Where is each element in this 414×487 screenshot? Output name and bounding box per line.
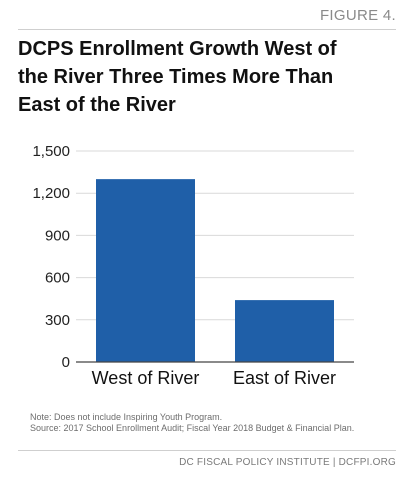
chart-note: Note: Does not include Inspiring Youth P… [30,412,223,422]
chart-title-line: DCPS Enrollment Growth West of [18,38,337,60]
chart-source: Source: 2017 School Enrollment Audit; Fi… [30,423,355,433]
x-tick-label: East of River [233,368,336,388]
y-tick-label: 300 [45,312,70,329]
chart-title-line: East of the River [18,94,176,116]
footer-credit: DC FISCAL POLICY INSTITUTE | DCFPI.ORG [179,457,396,468]
chart-title: DCPS Enrollment Growth West of the River… [18,35,398,119]
y-tick-label: 900 [45,227,70,244]
top-divider [18,29,396,30]
figure-label: FIGURE 4. [319,7,396,24]
notes: Note: Does not include Inspiring Youth P… [30,412,400,434]
bar-chart: 0 300 600 900 1,200 1,500 West of River East of… [32,143,354,388]
bottom-divider [18,450,396,451]
y-tick-label: 0 [62,354,70,371]
bar-west-of-river [96,179,195,362]
y-tick-label: 600 [45,270,70,287]
y-tick-label: 1,500 [32,143,70,160]
chart-title-line: the River Three Times More Than [18,66,334,88]
y-tick-label: 1,200 [32,185,70,202]
x-tick-label: West of River [92,368,200,388]
bar-east-of-river [235,300,334,362]
